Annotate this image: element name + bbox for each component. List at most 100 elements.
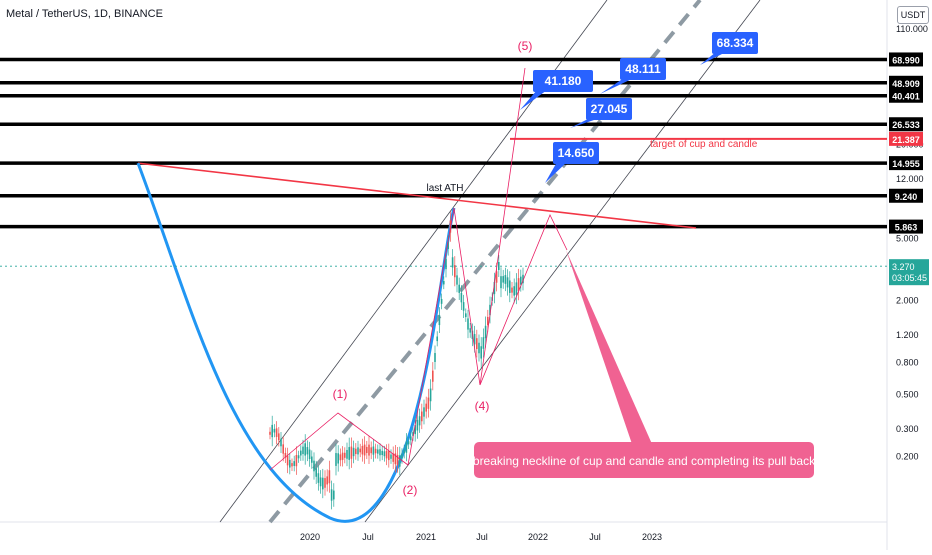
x-tick-label-2: 2021 [416,532,436,542]
candle-body [333,490,335,500]
candle-body [383,451,386,457]
candle-body [278,433,280,441]
candle-body [308,449,311,459]
candle-body [478,342,480,354]
candle-body [520,276,522,285]
candle-body [495,271,498,283]
candle-body [489,304,491,316]
target-callout-label-0: 41.180 [545,74,582,88]
channel-lower-line [364,0,761,523]
candle-body [289,459,291,468]
candle-body [328,470,331,484]
target-callout-box-3 [553,142,599,164]
candle-body [513,286,515,296]
y-tick-label-9: 0.200 [896,452,919,462]
candle-body [434,353,436,362]
target-callout-tail-2 [570,118,600,128]
candle-body [458,284,460,293]
note-callout-box [474,442,814,478]
wave-label-3: (5) [518,39,533,53]
candle-body [311,456,313,463]
level-badge-0 [889,52,923,67]
y-tick-label-3: 5.000 [896,233,919,243]
candle-body [348,447,350,460]
target-callout-box-4 [712,32,758,54]
chart-title: Metal / TetherUS, 1D, BINANCE [6,8,163,20]
x-tick-label-6: 2023 [642,532,662,542]
candle-body [306,447,309,455]
candle-body [315,468,317,477]
y-tick-label-7: 0.500 [896,389,919,399]
level-badge-6 [889,219,923,234]
currency-label[interactable]: USDT [897,6,929,24]
candle-body [357,447,359,455]
candle-body [432,370,434,382]
candle-body [344,452,346,458]
candle-body [350,446,353,459]
candle-body [337,453,339,464]
level-label-4: 14.955 [892,159,920,169]
candle-body [280,438,282,447]
candle-body [346,449,348,459]
price-badge-countdown: 03:05:45 [892,273,927,283]
candle-body [273,428,276,433]
candle-body [330,489,333,501]
candle-body [436,336,438,342]
candle-body [460,292,463,303]
candle-body [322,477,324,490]
candle-body [506,277,509,288]
note-callout-text: breaking neckline of cup and candle and … [473,454,816,468]
wave-label-1: (2) [403,483,418,497]
level-badge-1 [889,75,923,90]
candle-body [355,448,357,455]
price-badge-value: 3.270 [892,262,915,272]
candle-body [443,280,445,285]
candle-body [418,416,421,426]
level-badge-3 [889,117,923,132]
candle-body [381,450,383,456]
candle-body [493,281,496,295]
level-badge-2 [889,88,923,103]
level-badge-7 [889,131,923,146]
candle-body [377,449,379,454]
candle-body [392,453,394,462]
candle-body [366,446,368,454]
candle-body [451,257,454,268]
candle-body [410,436,412,441]
target-callout-box-0 [533,70,593,92]
target-callout-tail-1 [600,78,634,94]
y-tick-label-4: 2.000 [896,296,919,306]
candle-body [295,455,298,467]
candle-body [284,452,287,458]
candle-body [427,397,430,409]
candle-body [401,453,403,459]
y-tick-label-0: 110.000 [896,24,928,34]
candle-body [286,455,289,466]
candle-body [363,444,366,456]
y-tick-label-6: 0.800 [896,358,919,368]
candle-body [416,419,419,431]
x-tick-label-3: Jul [476,532,488,542]
candle-body [447,241,449,249]
target-callout-tail-3 [545,162,567,183]
wave-label-2: (4) [475,399,490,413]
candle-body [341,452,344,460]
candle-body [445,258,447,270]
y-tick-label-8: 0.300 [896,424,919,434]
candle-body [394,453,397,465]
target-callout-tail-4 [700,52,726,65]
candle-body [440,298,443,304]
candle-body [473,334,476,345]
candle-body [412,432,414,436]
x-tick-label-0: 2020 [300,532,320,542]
candle-body [467,318,469,330]
level-badge-5 [889,188,923,203]
candle-body [313,460,315,472]
x-tick-label-1: Jul [362,532,374,542]
candle-body [476,338,478,350]
candle-body [403,449,405,454]
candle-body [374,448,377,454]
candle-body [484,325,487,339]
level-label-3: 26.533 [892,120,920,130]
